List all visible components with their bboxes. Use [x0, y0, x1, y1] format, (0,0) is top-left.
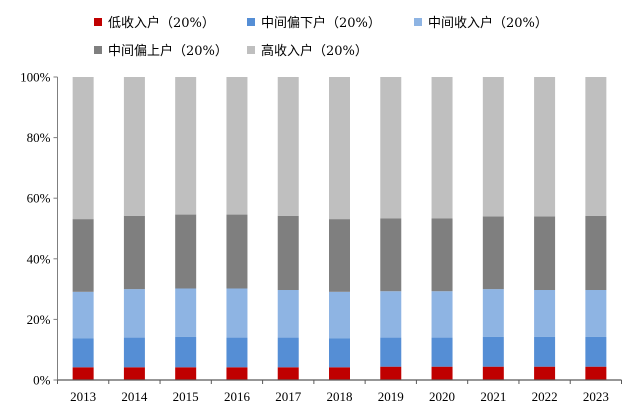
bar-segment-2013-2 — [72, 291, 94, 339]
legend-swatch — [94, 45, 102, 54]
bar-segment-2020-1 — [431, 337, 453, 367]
legend-swatch — [414, 17, 422, 26]
bar-segment-2016-0 — [226, 367, 248, 380]
bar-segment-2014-3 — [123, 215, 145, 290]
bar-segment-2022-0 — [534, 366, 556, 380]
legend-label: 中间偏上户（20%） — [108, 44, 228, 59]
bar-segment-2013-0 — [72, 367, 94, 380]
bar-segment-2021-1 — [482, 336, 504, 367]
legend-label: 低收入户（20%） — [108, 16, 215, 31]
bar-segment-2021-2 — [482, 289, 504, 337]
x-tick-label: 2017 — [275, 389, 302, 404]
bar-segment-2021-4 — [482, 77, 504, 217]
bar-segment-2023-0 — [585, 366, 607, 380]
bar-segment-2016-3 — [226, 214, 248, 289]
legend-label: 中间偏下户（20%） — [261, 16, 381, 31]
bar-segment-2016-2 — [226, 288, 248, 338]
y-tick-label: 60% — [27, 191, 51, 206]
x-tick-label: 2022 — [532, 389, 558, 404]
bar-segment-2015-2 — [175, 288, 197, 337]
bar-segment-2014-4 — [123, 77, 145, 216]
bar-segment-2013-1 — [72, 338, 94, 368]
bar-segment-2022-2 — [534, 290, 556, 337]
bar-segment-2023-2 — [585, 290, 607, 337]
legend-item-lower-middle: 中间偏下户（20%） — [247, 12, 381, 31]
x-tick-label: 2020 — [429, 389, 455, 404]
bar-segment-2022-1 — [534, 336, 556, 367]
legend-swatch — [247, 17, 255, 26]
bar-segment-2013-3 — [72, 219, 94, 292]
y-tick-label: 20% — [27, 312, 51, 327]
bar-segment-2017-3 — [277, 215, 299, 291]
y-tick-label: 40% — [27, 251, 51, 266]
y-tick-label: 100% — [20, 70, 51, 85]
x-tick-label: 2014 — [121, 389, 148, 404]
bar-segment-2016-1 — [226, 337, 248, 368]
x-tick-label: 2016 — [224, 389, 251, 404]
bar-segment-2020-0 — [431, 366, 453, 380]
bar-segment-2017-2 — [277, 290, 299, 338]
x-tick-label: 2015 — [173, 389, 199, 404]
x-tick-label: 2018 — [327, 389, 353, 404]
legend-label: 中间收入户（20%） — [428, 16, 548, 31]
legend-item-low: 低收入户（20%） — [94, 12, 215, 31]
bar-segment-2018-1 — [329, 338, 350, 368]
bar-segment-2013-4 — [72, 77, 94, 220]
bar-segment-2015-3 — [175, 214, 197, 289]
bar-segment-2020-2 — [431, 291, 453, 338]
bar-segment-2019-0 — [380, 366, 402, 380]
bar-segment-2021-3 — [482, 216, 504, 290]
bar-segment-2015-4 — [175, 77, 197, 215]
bar-segment-2018-2 — [329, 291, 350, 339]
bar-segment-2018-0 — [329, 367, 350, 380]
bar-segment-2019-4 — [380, 77, 402, 219]
bar-segment-2020-3 — [431, 218, 453, 292]
bar-segment-2014-2 — [123, 289, 145, 338]
bar-segment-2014-0 — [123, 367, 145, 380]
x-tick-label: 2021 — [480, 389, 506, 404]
legend-item-high: 高收入户（20%） — [247, 40, 368, 59]
bar-segment-2019-1 — [380, 337, 402, 367]
bar-segment-2023-3 — [585, 215, 607, 291]
bar-segment-2021-0 — [482, 366, 504, 380]
bar-segment-2022-3 — [534, 216, 556, 291]
x-tick-label: 2019 — [378, 389, 404, 404]
bar-segment-2017-1 — [277, 337, 299, 368]
legend-item-upper-middle: 中间偏上户（20%） — [94, 40, 228, 59]
legend-item-middle: 中间收入户（20%） — [414, 12, 548, 31]
y-tick-label: 80% — [27, 130, 51, 145]
legend-label: 高收入户（20%） — [261, 44, 368, 59]
bar-segment-2015-1 — [175, 336, 197, 368]
bar-segment-2022-4 — [534, 77, 556, 217]
bar-segment-2017-0 — [277, 367, 299, 380]
x-tick-label: 2013 — [70, 389, 96, 404]
legend-swatch — [94, 17, 102, 26]
bar-segment-2023-1 — [585, 336, 607, 367]
bar-segment-2018-4 — [329, 77, 350, 220]
bar-segment-2019-2 — [380, 291, 402, 338]
bar-segment-2019-3 — [380, 218, 402, 292]
bar-segment-2016-4 — [226, 77, 248, 215]
bar-segment-2014-1 — [123, 337, 145, 368]
y-tick-label: 0% — [33, 373, 51, 388]
bar-segment-2018-3 — [329, 219, 350, 292]
bar-segment-2017-4 — [277, 77, 299, 216]
bar-segment-2015-0 — [175, 367, 197, 380]
x-tick-label: 2023 — [583, 389, 609, 404]
bar-segment-2023-4 — [585, 77, 607, 216]
legend-swatch — [247, 45, 255, 54]
bar-segment-2020-4 — [431, 77, 453, 219]
